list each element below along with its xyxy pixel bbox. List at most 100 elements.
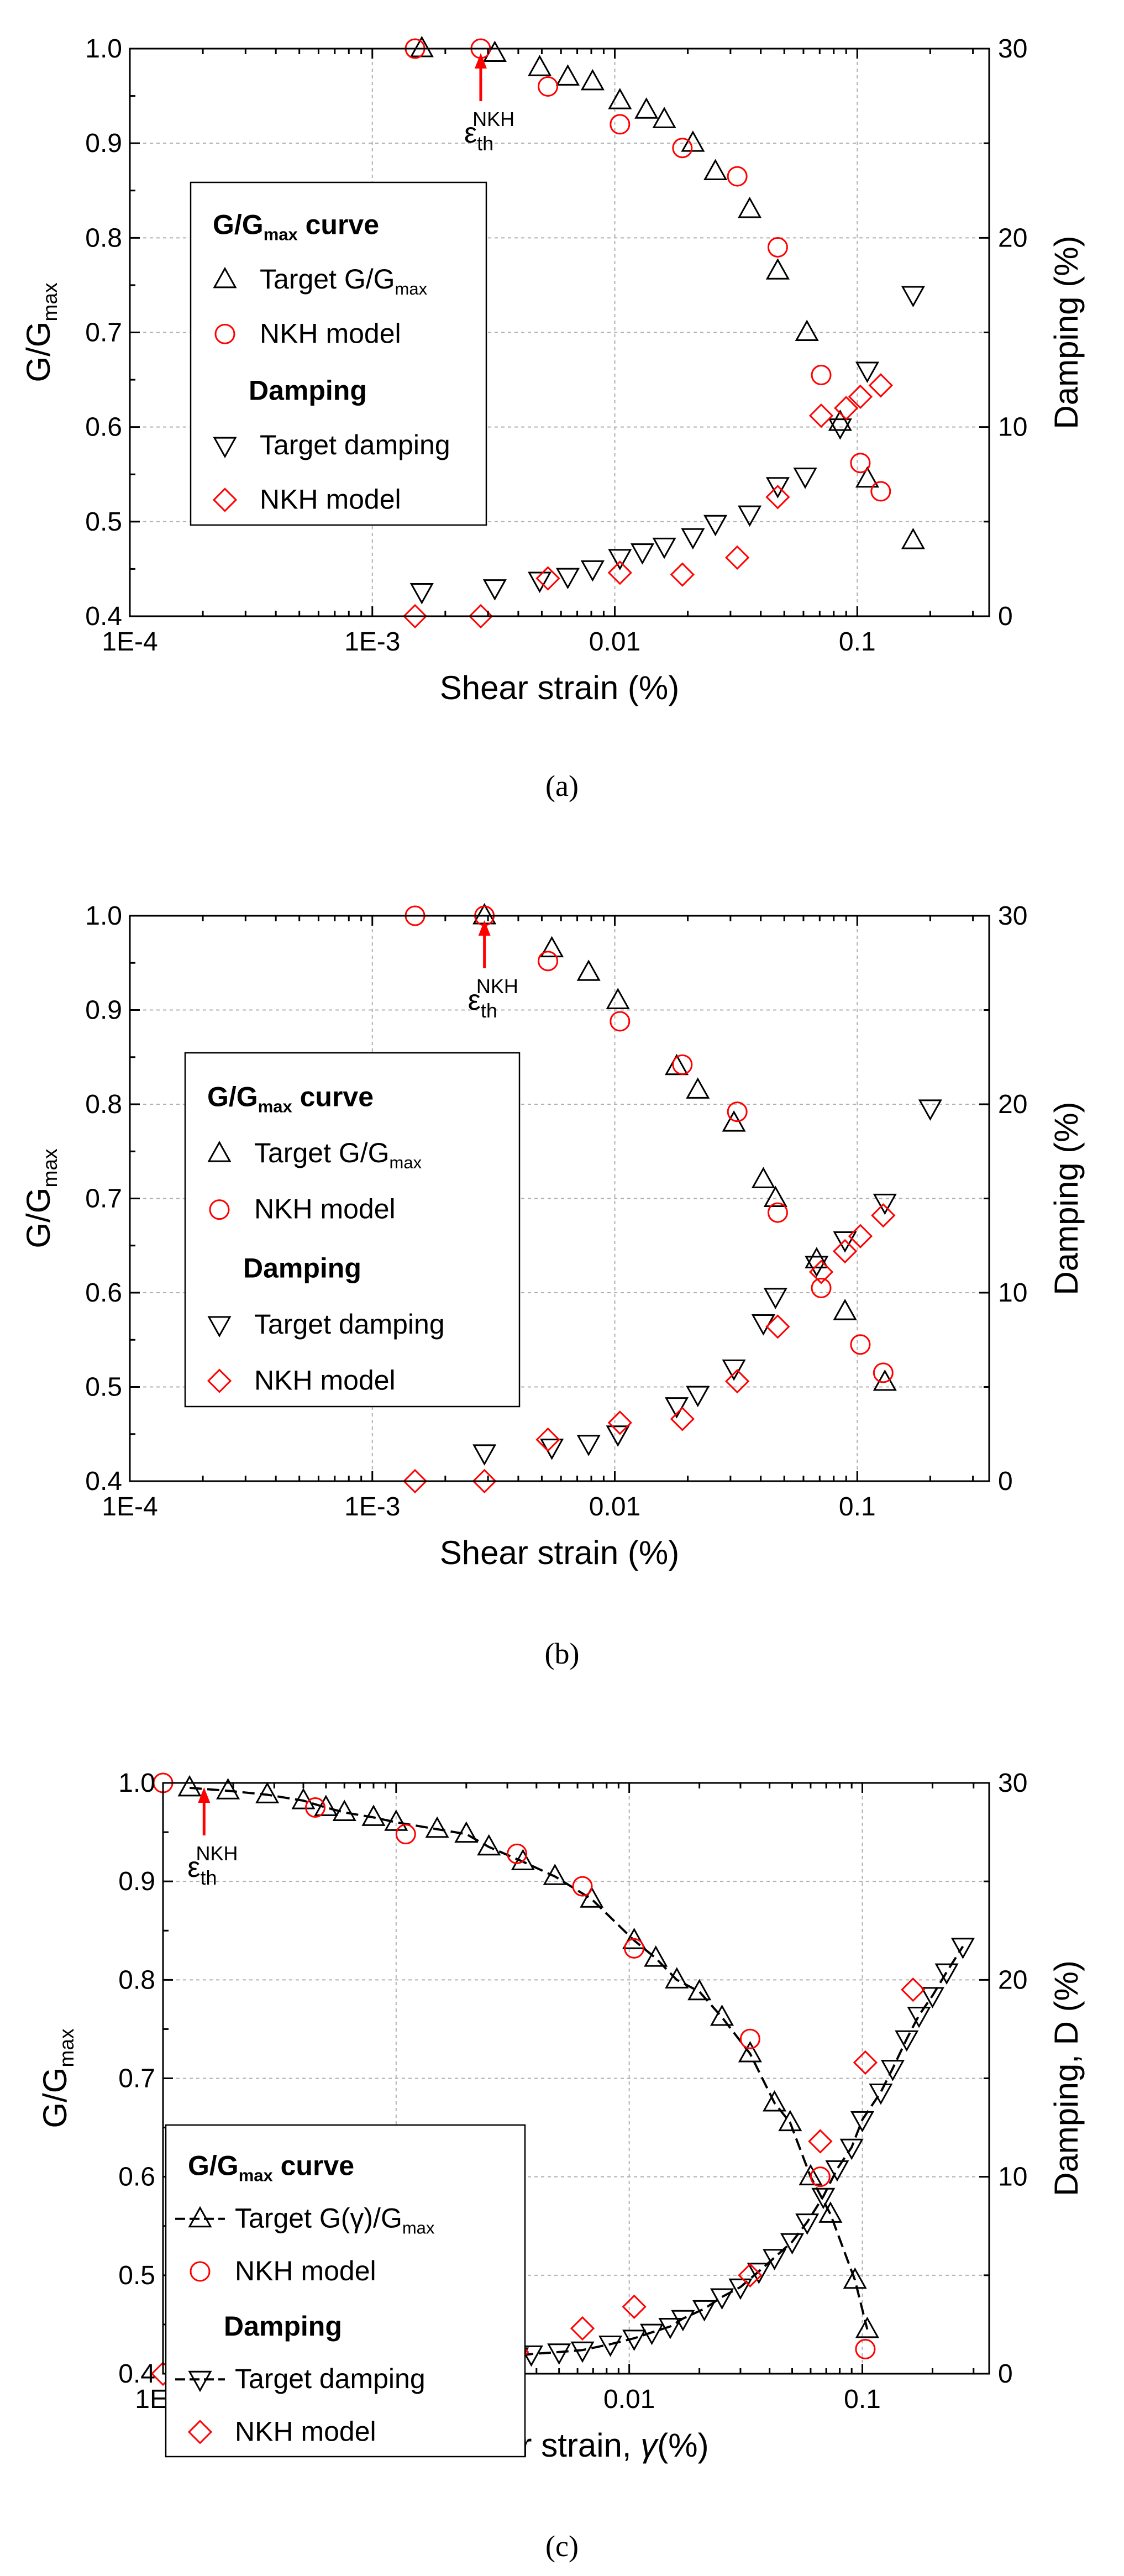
data-point (630, 543, 655, 565)
data-point (658, 2317, 682, 2339)
y-right-tick-label: 20 (998, 223, 1027, 253)
y-left-tick-label: 0.5 (85, 1373, 122, 1402)
y-right-tick-label: 30 (998, 1769, 1027, 1798)
data-point (540, 936, 564, 958)
data-point (725, 545, 750, 570)
data-point (547, 2343, 571, 2365)
y-left-tick-label: 0.4 (85, 602, 122, 631)
data-point (793, 468, 817, 489)
threshold-arrow-icon (198, 1787, 211, 1803)
threshold-label: εthNKH (464, 108, 514, 155)
data-point (901, 527, 925, 549)
y-left-tick-label: 0.6 (85, 413, 122, 442)
data-point (808, 1260, 834, 1284)
data-point (634, 97, 659, 119)
data-point (848, 1224, 873, 1248)
legend-marker (214, 323, 235, 344)
data-point (728, 2278, 753, 2300)
data-point (763, 1288, 787, 1309)
data-point (763, 2249, 787, 2270)
data-point (314, 1795, 338, 1817)
x-tick-label: 0.01 (589, 627, 640, 657)
y-left-tick-label: 1.0 (118, 1769, 155, 1798)
data-point (519, 2345, 543, 2367)
legend-marker (209, 1199, 230, 1220)
data-point (580, 69, 605, 91)
data-point (870, 481, 891, 502)
data-point (425, 1816, 449, 1838)
data-point (477, 1834, 501, 1856)
data-point (808, 2129, 833, 2154)
threshold-arrow-icon (474, 53, 487, 69)
data-point (555, 568, 580, 590)
data-point (384, 1809, 408, 1831)
data-point (727, 166, 748, 187)
data-point (767, 237, 788, 258)
y-left-tick-label: 0.8 (118, 1965, 155, 1995)
data-point (687, 1979, 712, 2001)
data-point (535, 566, 560, 591)
data-point (811, 365, 832, 386)
legend-marker (188, 2206, 212, 2228)
data-point (608, 88, 632, 109)
data-point (622, 2294, 647, 2319)
data-point (850, 1334, 871, 1355)
data-point (834, 396, 859, 421)
y-right-axis-label: Damping (%) (1048, 1101, 1085, 1295)
data-point (873, 1362, 894, 1383)
data-point (639, 2323, 664, 2346)
data-point (580, 1886, 604, 1908)
legend-box (165, 2124, 526, 2458)
data-point (665, 1967, 689, 1989)
data-point (576, 959, 601, 981)
legend-title-gg: G/Gmax curve (207, 1082, 374, 1116)
data-point (722, 1359, 746, 1381)
data-point (855, 2316, 879, 2338)
data-point (402, 1468, 428, 1494)
data-point (686, 1386, 710, 1408)
legend-title-damping: Damping (249, 375, 367, 406)
data-point (738, 2263, 763, 2288)
data-point (765, 485, 790, 510)
data-point (738, 505, 762, 527)
data-point (920, 1987, 945, 2008)
y-left-tick-label: 0.5 (118, 2261, 155, 2290)
data-point (811, 2187, 836, 2210)
data-point (765, 258, 790, 280)
legend-label: NKH model (235, 2255, 376, 2286)
y-right-axis-label: Damping (%) (1048, 235, 1085, 429)
y-left-tick-label: 1.0 (85, 901, 122, 931)
data-point (811, 1277, 832, 1298)
data-point (850, 453, 871, 474)
legend-title-damping: Damping (224, 2311, 342, 2342)
legend-title-gg: G/Gmax curve (213, 209, 379, 244)
y-right-tick-label: 10 (998, 413, 1027, 442)
data-point (686, 1077, 710, 1099)
y-left-tick-label: 0.9 (118, 1867, 155, 1896)
data-point (873, 1193, 897, 1215)
y-right-tick-label: 20 (998, 1965, 1027, 1995)
data-point (291, 1787, 316, 1809)
y-left-tick-label: 0.5 (85, 507, 122, 537)
y-right-tick-label: 30 (998, 34, 1027, 64)
data-point (853, 2050, 878, 2075)
data-point (799, 2164, 823, 2186)
legend-box (190, 181, 487, 526)
data-point (907, 2006, 931, 2028)
data-point (780, 2233, 805, 2255)
x-axis-label: Shear strain (%) (440, 1534, 679, 1571)
data-point (305, 1797, 326, 1818)
y-left-axis-label: G/Gmax (20, 282, 61, 382)
data-point (606, 1425, 630, 1447)
y-left-tick-label: 0.8 (85, 223, 122, 253)
data-point (580, 560, 605, 582)
data-point (895, 2030, 919, 2052)
data-point (255, 1782, 280, 1803)
data-point (652, 537, 676, 559)
data-point (763, 2090, 787, 2112)
data-point (622, 2330, 647, 2351)
data-point (828, 418, 852, 440)
x-tick-label: 1E-3 (344, 1492, 400, 1522)
data-point (511, 1849, 535, 1871)
